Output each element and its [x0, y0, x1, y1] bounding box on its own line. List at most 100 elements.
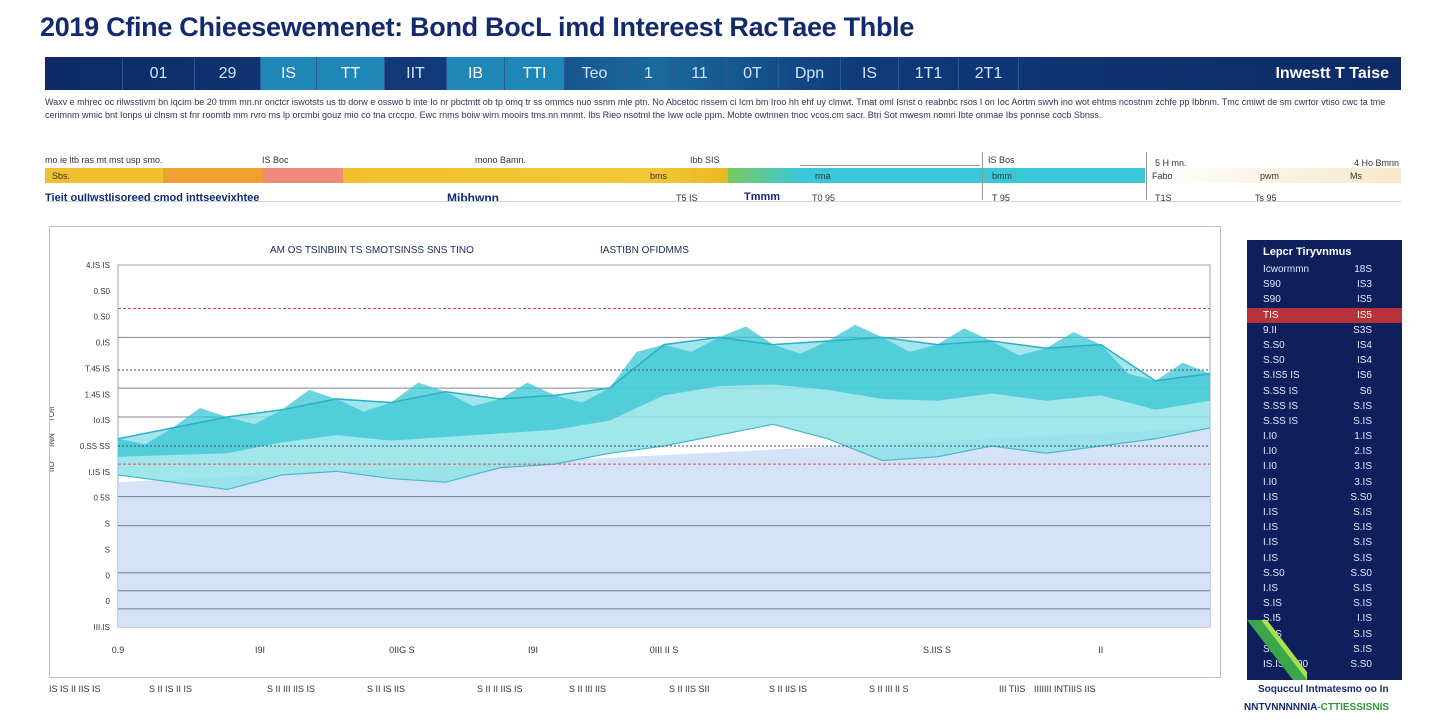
- header-cell-title: Inwestt T Taise: [1275, 64, 1389, 82]
- header-cell: 0T: [727, 57, 779, 90]
- side-panel-row: I.IS S.IS: [1247, 535, 1402, 550]
- side-row-value: S.IS: [1353, 507, 1372, 518]
- legend-row-value: T0 95: [812, 193, 836, 203]
- header-cell: TTI: [505, 57, 565, 90]
- legend-row-value: T1S: [1155, 193, 1172, 203]
- side-row-value: S.IS: [1353, 537, 1372, 549]
- header-cell: 01: [123, 57, 195, 90]
- series-line-upper: [117, 336, 1211, 440]
- side-y-label: IIO: [50, 461, 56, 472]
- y-tick-label: T.45 IS: [85, 364, 110, 373]
- header-cell: [45, 57, 123, 90]
- side-row-value: 3.IS: [1354, 461, 1372, 473]
- y-tick-label: III.IS: [94, 623, 110, 632]
- side-panel-row: I.I0 2.IS: [1247, 444, 1402, 459]
- side-panel-row: S.SS IS S.IS: [1247, 399, 1402, 414]
- side-row-value: S6: [1359, 385, 1372, 397]
- header-cell: TT: [317, 57, 385, 90]
- legend-label: Ibb SIS: [690, 155, 720, 165]
- legend-value: Sbs.: [52, 171, 71, 181]
- side-row-label: S.SS IS: [1263, 385, 1299, 397]
- header-cell: Dpn: [779, 57, 841, 90]
- legend-value: rma: [815, 171, 831, 181]
- side-panel-rows: Icwormmn 18S S90 IS3 S90 IS5 TIS IS5 9.II S3S S.S0…: [1247, 262, 1402, 672]
- legend-swatch-yellow-2: [343, 168, 728, 183]
- legend-value: bmm: [992, 171, 1012, 181]
- header-cell: Teo: [565, 57, 625, 90]
- side-panel-row: I.I0 1.IS: [1247, 429, 1402, 444]
- side-row-value: S.IS: [1353, 400, 1372, 412]
- header-cell: 11: [673, 57, 727, 90]
- bottom-label: S II II IIS IS: [477, 684, 523, 694]
- legend-rule: [800, 165, 980, 166]
- y-tick-label: S: [105, 545, 110, 554]
- legend-swatch-orange: [163, 168, 263, 183]
- side-panel-row: S.S0 IS4: [1247, 338, 1402, 353]
- y-tick-label: 1.45 IS: [85, 390, 110, 399]
- side-row-value: 1.IS: [1354, 431, 1372, 443]
- y-tick-label: 4.IS IS: [86, 261, 110, 270]
- side-row-value: 18S: [1354, 264, 1372, 275]
- page-title: 2019 Cfine Chieesewemenet: Bond BocL imd…: [40, 12, 915, 42]
- side-row-value: 2.IS: [1354, 446, 1372, 458]
- legend-divider: [982, 152, 983, 200]
- side-row-value: IS4: [1356, 339, 1372, 351]
- header-cell: 29: [195, 57, 261, 90]
- side-row-label: I.IS: [1263, 522, 1279, 534]
- x-tick-label: II: [1098, 645, 1103, 655]
- x-tick-label: I9I: [255, 645, 265, 655]
- legend-label: IS Boc: [262, 155, 289, 165]
- legend-row-value: Tmmm: [744, 191, 781, 203]
- legend-label: IS Bos: [988, 155, 1015, 165]
- header-cell: 2T1: [959, 57, 1019, 90]
- side-row-value: S.IS: [1353, 552, 1372, 564]
- y-tick-label: 0.SS SS: [80, 442, 110, 451]
- side-row-label: S.SS IS: [1263, 415, 1299, 427]
- legend-row-label: Tieit ouIIwstIisoreed cmod inttseevixhte…: [45, 192, 260, 204]
- legend-row-value: T5 IS: [676, 193, 698, 203]
- side-row-label: 9.II: [1263, 324, 1277, 336]
- side-panel-row: Icwormmn 18S: [1247, 262, 1402, 277]
- side-row-value: S.S0: [1350, 567, 1372, 579]
- side-panel-title: Lepcr Tiryvnmus: [1263, 246, 1352, 258]
- bottom-label: S II IS II IS: [149, 684, 193, 694]
- side-row-label: I.I0: [1263, 476, 1277, 488]
- side-panel-row: I.IS S.S0: [1247, 490, 1402, 505]
- side-row-value: I.IS: [1356, 613, 1372, 625]
- chart-frame: AM OS TSINBIIN TS SMOTSINSS SNS TINO IAST…: [49, 226, 1221, 678]
- side-panel-row: S.IS S.IS: [1247, 596, 1402, 611]
- side-row-value: IS3: [1356, 279, 1372, 291]
- legend-row-value: T 95: [992, 193, 1010, 203]
- side-y-label: TOII: [50, 407, 56, 422]
- area-chart: AM OS TSINBIIN TS SMOTSINSS SNS TINO IAST…: [50, 245, 1211, 655]
- bottom-label: S II III IIS: [569, 684, 607, 694]
- y-tick-label: 0.S0: [94, 287, 111, 296]
- x-tick-label: 0IIG S: [389, 645, 415, 655]
- side-panel-row: S90 IS3: [1247, 277, 1402, 292]
- side-panel: Lepcr Tiryvnmus Icwormmn 18S S90 IS3 S90 IS5 T…: [1247, 240, 1402, 680]
- legend-label: mono Bamn.: [475, 155, 527, 165]
- side-panel-row: S90 IS5: [1247, 292, 1402, 307]
- side-row-value: IS5: [1356, 294, 1372, 306]
- y-tick-label: 0 5S: [94, 494, 110, 503]
- side-row-label: S90: [1263, 294, 1281, 306]
- side-row-value: S.IS: [1353, 643, 1372, 655]
- legend-divider: [1146, 152, 1147, 200]
- side-row-label: S.S0: [1263, 355, 1285, 367]
- header-band: 01 29 IS TT IIT IB TTI Teo 1 11 0T Dpn IS 1T1 2T1 Inwes…: [45, 57, 1401, 90]
- footer-note: Soquccul Intmatesmo oo In: [1258, 684, 1389, 695]
- side-row-value: IS4: [1356, 355, 1372, 367]
- y-tick-label: Io.IS: [94, 416, 110, 425]
- side-panel-row: I.IS S.IS: [1247, 581, 1402, 596]
- legend-label: 5 H mn.: [1155, 158, 1187, 168]
- legend-row-value: Ts 95: [1255, 193, 1277, 203]
- side-panel-row: I.I0 3.IS: [1247, 475, 1402, 490]
- bottom-labels: IS IS II IIS IS S II IS II IS S II III IIS…: [49, 684, 1229, 696]
- legend-swatch-yellow: [45, 168, 163, 183]
- bottom-label: S II IIS IS: [769, 684, 808, 694]
- legend-label: 4 Ho Bmnn: [1354, 158, 1400, 168]
- legend-rule: [45, 201, 1401, 202]
- side-row-value: IS6: [1356, 370, 1372, 382]
- bottom-label: S II III II S: [869, 684, 909, 694]
- legend-value: bms: [650, 171, 668, 181]
